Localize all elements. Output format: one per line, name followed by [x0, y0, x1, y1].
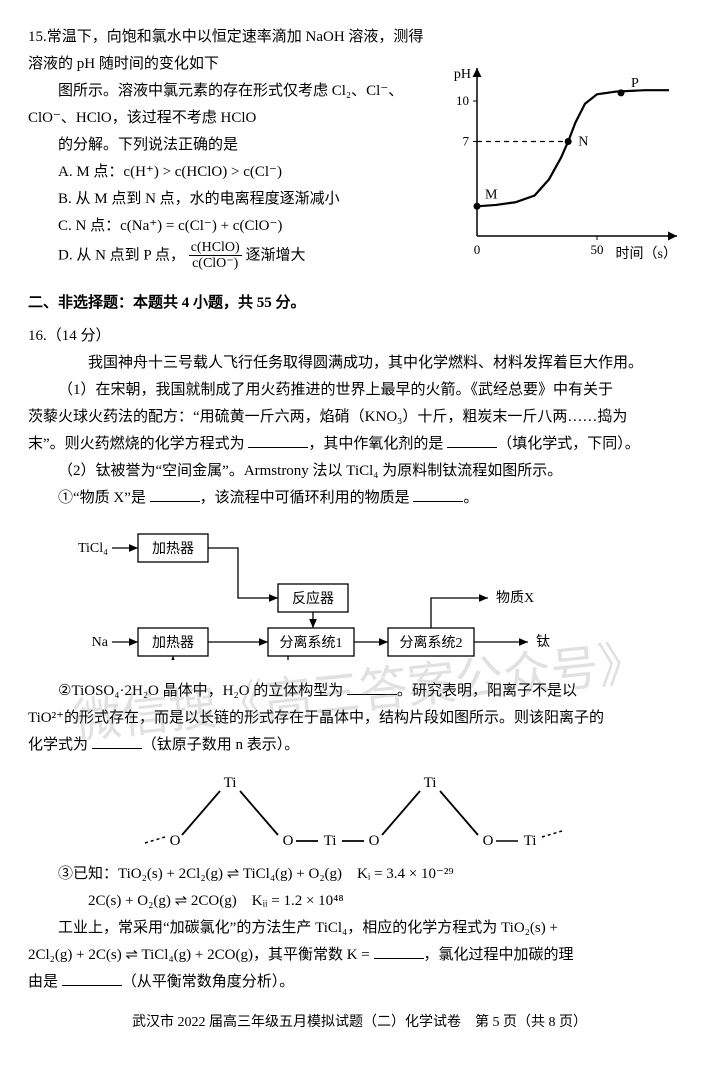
- blank-recycle: [413, 486, 463, 502]
- blank-k: [374, 943, 424, 959]
- svg-text:O: O: [482, 833, 493, 849]
- svg-text:反应器: 反应器: [292, 590, 334, 607]
- q16-intro: 我国神舟十三号载人飞行任务取得圆满成功，其中化学燃料、材料发挥着巨大作用。: [28, 350, 691, 377]
- q16-p2-2c-post: （钛原子数用 n 表示）。: [142, 737, 300, 753]
- q15-ph-chart: 7 10 50 0 pH 时间（s） M N P: [441, 64, 681, 264]
- svg-text:M: M: [485, 187, 498, 202]
- q15-number: 15.: [28, 29, 47, 45]
- q15-optB: B. 从 M 点到 N 点，水的电离程度逐渐减小: [28, 186, 438, 213]
- q15-optD-post: 逐渐增大: [245, 247, 305, 263]
- q16-p2-1-mid: ，该流程中可循环利用的物质是: [200, 490, 414, 506]
- q16-p1c-mid: ，其中作氧化剂的是: [308, 436, 447, 452]
- svg-text:10: 10: [456, 93, 469, 108]
- svg-text:Ti: Ti: [323, 833, 336, 849]
- q16-eq2: 2C(s) + O₂(g) ⇌ 2CO(g) Kᵢᵢ = 1.2 × 10⁴⁸: [28, 888, 691, 915]
- q15-optD-num: c(HClO): [189, 240, 242, 256]
- q16-p1c: 末”。则火药燃烧的化学方程式为 ，其中作氧化剂的是 （填化学式，下同）。: [28, 431, 691, 458]
- q16-p3c-post: （从平衡常数角度分析）。: [122, 974, 295, 990]
- svg-text:0: 0: [474, 242, 481, 257]
- question-15: 15.常温下，向饱和氯水中以恒定速率滴加 NaOH 溶液，测得溶液的 pH 随时…: [28, 24, 691, 272]
- svg-text:时间（s）: 时间（s）: [616, 246, 677, 262]
- q16-flowchart: TiCl₄加热器反应器Na加热器分离系统1分离系统2物质X钛: [68, 520, 588, 660]
- q15-optC: C. N 点：c(Na⁺) = c(Cl⁻) + c(ClO⁻): [28, 213, 438, 240]
- q15-optD: D. 从 N 点到 P 点， c(HClO) c(ClO⁻) 逐渐增大: [28, 240, 438, 272]
- q16-p1c-pre: 末”。则火药燃烧的化学方程式为: [28, 436, 248, 452]
- svg-text:钛: 钛: [536, 634, 550, 650]
- blank-oxidizer: [447, 432, 497, 448]
- q15-optD-den: c(ClO⁻): [189, 256, 242, 271]
- q16-p1a: （1）在宋朝，我国就制成了用火药推进的世界上最早的火箭。《武经总要》中有关于: [28, 377, 691, 404]
- q16-p3c-pre: 由是: [28, 974, 62, 990]
- blank-reason: [62, 970, 122, 986]
- svg-text:Ti: Ti: [523, 833, 536, 849]
- q16-p3b: 2Cl₂(g) + 2C(s) ⇌ TiCl₄(g) + 2CO(g)，其平衡常…: [28, 942, 691, 969]
- q16-eq1: ③已知：TiO₂(s) + 2Cl₂(g) ⇌ TiCl₄(g) + O₂(g)…: [28, 861, 691, 888]
- svg-text:分离系统1: 分离系统1: [280, 634, 343, 651]
- svg-text:加热器: 加热器: [152, 541, 194, 557]
- svg-text:O: O: [368, 833, 379, 849]
- svg-text:50: 50: [591, 242, 604, 257]
- svg-text:O: O: [169, 833, 180, 849]
- q16-p3c: 由是 （从平衡常数角度分析）。: [28, 969, 691, 996]
- q16-p2-1: ①“物质 X”是 ，该流程中可循环利用的物质是 。: [28, 485, 691, 512]
- q15-stem3: 的分解。下列说法正确的是: [28, 132, 438, 159]
- blank-geom: [347, 679, 397, 695]
- q15-line1: 15.常温下，向饱和氯水中以恒定速率滴加 NaOH 溶液，测得溶液的 pH 随时…: [28, 24, 438, 78]
- svg-text:Ti: Ti: [223, 775, 236, 791]
- svg-text:Na: Na: [92, 635, 109, 650]
- q16-p1c-post: （填化学式，下同）。: [497, 436, 640, 452]
- q16-p3b-pre: 2Cl₂(g) + 2C(s) ⇌ TiCl₄(g) + 2CO(g)，其平衡常…: [28, 947, 374, 963]
- q15-optD-frac: c(HClO) c(ClO⁻): [189, 240, 242, 272]
- svg-text:pH: pH: [454, 67, 471, 82]
- page-footer: 武汉市 2022 届高三年级五月模拟试题（二）化学试卷 第 5 页（共 8 页）: [28, 1010, 691, 1035]
- svg-text:Ti: Ti: [423, 775, 436, 791]
- q15-optA: A. M 点：c(H⁺) > c(HClO) > c(Cl⁻): [28, 159, 438, 186]
- svg-text:N: N: [578, 135, 588, 150]
- q16-p1b: 茨藜火球火药法的配方：“用硫黄一斤六两，焰硝（KNO₃）十斤，粗炭末一斤八两………: [28, 404, 691, 431]
- svg-text:加热器: 加热器: [152, 635, 194, 651]
- q15-optD-pre: D. 从 N 点到 P 点，: [58, 247, 185, 263]
- q15-stem2: 图所示。溶液中氯元素的存在形式仅考虑 Cl₂、Cl⁻、ClO⁻、HClO，该过程…: [28, 78, 438, 132]
- blank-eq: [248, 432, 308, 448]
- q16-p3a: 工业上，常采用“加碳氯化”的方法生产 TiCl₄，相应的化学方程式为 TiO₂(…: [28, 915, 691, 942]
- q16-p2: （2）钛被誉为“空间金属”。Armstrony 法以 TiCl₄ 为原料制钛流程…: [28, 458, 691, 485]
- q16-p2-2c-pre: 化学式为: [28, 737, 92, 753]
- section-2-heading: 二、非选择题：本题共 4 小题，共 55 分。: [28, 290, 691, 317]
- svg-text:分离系统2: 分离系统2: [400, 634, 463, 651]
- svg-text:7: 7: [463, 134, 470, 149]
- blank-formula: [92, 733, 142, 749]
- q16-p2-2b: TiO²⁺的形式存在，而是以长链的形式存在于晶体中，结构片段如图所示。则该阳离子…: [28, 705, 691, 732]
- q16-p2-1-post: 。: [463, 490, 478, 506]
- q16-p3b-mid: ，氯化过程中加碳的理: [424, 947, 574, 963]
- q16-p2-1-pre: ①“物质 X”是: [58, 490, 150, 506]
- q16-p2-2-mid: 。研究表明，阳离子不是以: [397, 683, 577, 699]
- svg-text:TiCl₄: TiCl₄: [78, 541, 108, 556]
- q15-stem1: 常温下，向饱和氯水中以恒定速率滴加 NaOH 溶液，测得溶液的 pH 随时间的变…: [28, 29, 423, 72]
- blank-x: [150, 486, 200, 502]
- svg-text:P: P: [631, 76, 639, 91]
- q15-text: 15.常温下，向饱和氯水中以恒定速率滴加 NaOH 溶液，测得溶液的 pH 随时…: [28, 24, 438, 272]
- q16-chain-diagram: O Ti O Ti O Ti O Ti: [140, 765, 580, 855]
- q16-p2-2: ②TiOSO₄·2H₂O 晶体中，H₂O 的立体构型为 。研究表明，阳离子不是以: [28, 678, 691, 705]
- question-16: 微信搜《高三答案公众号》 16.（14 分） 我国神舟十三号载人飞行任务取得圆满…: [28, 323, 691, 996]
- q16-head: 16.（14 分）: [28, 323, 691, 350]
- svg-text:O: O: [282, 833, 293, 849]
- svg-text:物质X: 物质X: [496, 590, 534, 606]
- q16-p2-2c: 化学式为 （钛原子数用 n 表示）。: [28, 732, 691, 759]
- q16-p2-2-pre: ②TiOSO₄·2H₂O 晶体中，H₂O 的立体构型为: [58, 683, 347, 699]
